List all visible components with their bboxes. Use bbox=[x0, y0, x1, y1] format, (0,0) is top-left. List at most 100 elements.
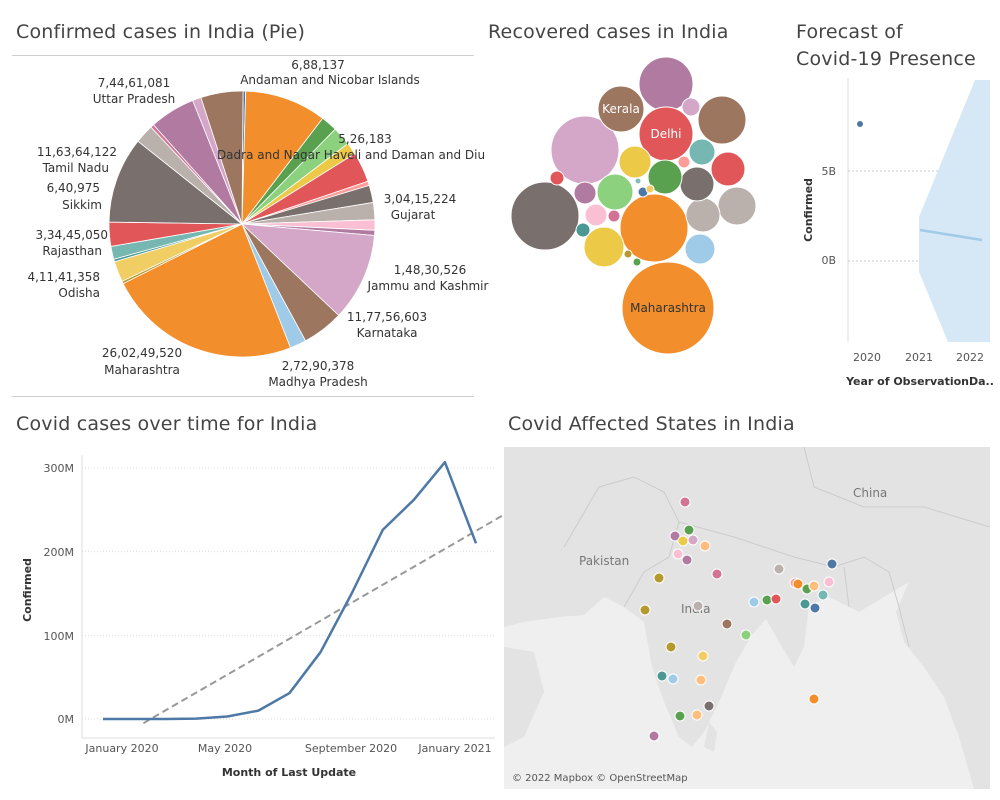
pie-slice[interactable] bbox=[200, 90, 244, 225]
map-land-asia bbox=[504, 447, 990, 747]
map-state-marker[interactable] bbox=[667, 673, 679, 685]
bubble[interactable] bbox=[597, 85, 645, 133]
map-state-marker[interactable] bbox=[799, 598, 811, 610]
bubble[interactable] bbox=[681, 97, 701, 117]
forecast-line bbox=[919, 228, 983, 242]
bubble[interactable] bbox=[596, 173, 634, 211]
pie-slice[interactable] bbox=[241, 90, 324, 226]
bubble[interactable] bbox=[677, 155, 691, 169]
map-state-marker[interactable] bbox=[826, 558, 838, 570]
pie-slice[interactable] bbox=[108, 140, 244, 225]
map-label-china: China bbox=[853, 486, 887, 500]
forecast-actual-point[interactable] bbox=[857, 121, 863, 127]
map-state-marker[interactable] bbox=[770, 593, 782, 605]
map-state-marker[interactable] bbox=[773, 563, 785, 575]
bubble[interactable] bbox=[684, 233, 716, 265]
map-state-marker[interactable] bbox=[681, 554, 693, 566]
forecast-ylabel: Confirmed bbox=[802, 178, 815, 242]
map-state-marker[interactable] bbox=[677, 535, 689, 547]
map-state-marker[interactable] bbox=[653, 572, 665, 584]
map-state-marker[interactable] bbox=[703, 700, 715, 712]
bubble[interactable] bbox=[710, 151, 746, 187]
map-state-marker[interactable] bbox=[817, 589, 829, 601]
bubble[interactable] bbox=[717, 186, 757, 226]
pie-label-state: Sikkim bbox=[62, 198, 102, 212]
bubble[interactable] bbox=[621, 261, 715, 355]
bubble[interactable] bbox=[697, 95, 747, 145]
pie-label-state: Jammu and Kashmir bbox=[367, 279, 489, 293]
pie-label-value: 11,77,56,603 bbox=[347, 310, 427, 324]
bubble[interactable] bbox=[607, 209, 621, 223]
map-state-marker[interactable] bbox=[699, 540, 711, 552]
bubble[interactable] bbox=[647, 159, 683, 195]
line-chart: 300M 200M 100M 0M January 2020 May 2020 … bbox=[21, 455, 554, 779]
pie-label-state: Andaman and Nicobar Islands bbox=[240, 73, 420, 87]
map-state-marker[interactable] bbox=[687, 534, 699, 546]
bubble-label: Maharashtra bbox=[630, 301, 706, 315]
forecast-title-2: Covid-19 Presence bbox=[796, 48, 976, 70]
map-view[interactable]: China Pakistan India © 2022 Mapbox © Ope… bbox=[504, 447, 990, 789]
pie-label-state: Rajasthan bbox=[42, 244, 102, 258]
bubble-label: Kerala bbox=[602, 102, 640, 116]
map-state-marker[interactable] bbox=[809, 602, 821, 614]
map-canvas: China Pakistan India bbox=[504, 447, 990, 789]
map-label-pakistan: Pakistan bbox=[579, 554, 629, 568]
bubble-chart: Maharashtra Delhi Kerala bbox=[510, 56, 757, 355]
bubble[interactable] bbox=[573, 181, 597, 205]
map-state-marker[interactable] bbox=[740, 629, 752, 641]
map-state-marker[interactable] bbox=[665, 641, 677, 653]
pie-slice[interactable] bbox=[122, 223, 292, 358]
pie-label-value: 3,04,15,224 bbox=[384, 192, 457, 206]
map-state-marker[interactable] bbox=[691, 709, 703, 721]
bubble[interactable] bbox=[623, 249, 633, 259]
map-state-marker[interactable] bbox=[695, 674, 707, 686]
pie-label-value: 2,72,90,378 bbox=[282, 359, 355, 373]
bubble[interactable] bbox=[679, 166, 715, 202]
bubble[interactable] bbox=[583, 226, 625, 268]
line-ytick-0m: 0M bbox=[58, 713, 75, 726]
map-state-marker[interactable] bbox=[808, 580, 820, 592]
bubble[interactable] bbox=[645, 184, 655, 194]
map-state-marker[interactable] bbox=[639, 604, 651, 616]
pie-slice[interactable] bbox=[240, 223, 375, 316]
bubble[interactable] bbox=[688, 138, 716, 166]
forecast-ytick-5b: 5B bbox=[821, 165, 836, 178]
pie-label-state: Karnataka bbox=[357, 326, 418, 340]
map-state-marker[interactable] bbox=[656, 670, 668, 682]
map-state-marker[interactable] bbox=[672, 548, 684, 560]
bubble[interactable] bbox=[584, 203, 608, 227]
bubble[interactable] bbox=[510, 181, 580, 251]
bubble[interactable] bbox=[632, 257, 642, 267]
map-state-marker[interactable] bbox=[721, 618, 733, 630]
line-xtick-jan2020: January 2020 bbox=[84, 742, 158, 755]
map-state-marker[interactable] bbox=[808, 693, 820, 705]
line-trendline bbox=[142, 485, 554, 725]
pie-label-state: Maharashtra bbox=[104, 363, 180, 377]
map-title: Covid Affected States in India bbox=[508, 413, 795, 435]
map-state-marker[interactable] bbox=[761, 594, 773, 606]
map-state-marker[interactable] bbox=[697, 650, 709, 662]
map-state-marker[interactable] bbox=[669, 530, 681, 542]
map-state-marker[interactable] bbox=[674, 710, 686, 722]
line-series[interactable] bbox=[103, 460, 478, 721]
map-state-marker[interactable] bbox=[648, 730, 660, 742]
map-state-marker[interactable] bbox=[748, 596, 760, 608]
pie-label-value: 6,40,975 bbox=[47, 181, 100, 195]
forecast-chart: 5B 0B 2020 2021 2022 Year of Observation… bbox=[802, 78, 994, 388]
map-state-marker[interactable] bbox=[692, 600, 704, 612]
map-state-marker[interactable] bbox=[823, 576, 835, 588]
bubble[interactable] bbox=[618, 145, 652, 179]
bubble[interactable] bbox=[619, 193, 689, 263]
map-state-marker[interactable] bbox=[792, 578, 804, 590]
pie-label-state: Madhya Pradesh bbox=[268, 375, 367, 389]
bubble[interactable] bbox=[634, 177, 642, 185]
map-state-marker[interactable] bbox=[711, 568, 723, 580]
bubble[interactable] bbox=[575, 222, 591, 238]
bubble[interactable] bbox=[685, 197, 721, 233]
map-state-marker[interactable] bbox=[679, 496, 691, 508]
map-state-marker[interactable] bbox=[683, 524, 695, 536]
bubble[interactable] bbox=[549, 170, 565, 186]
line-xtick-may2020: May 2020 bbox=[198, 742, 252, 755]
pie-bottom-divider bbox=[12, 396, 474, 397]
